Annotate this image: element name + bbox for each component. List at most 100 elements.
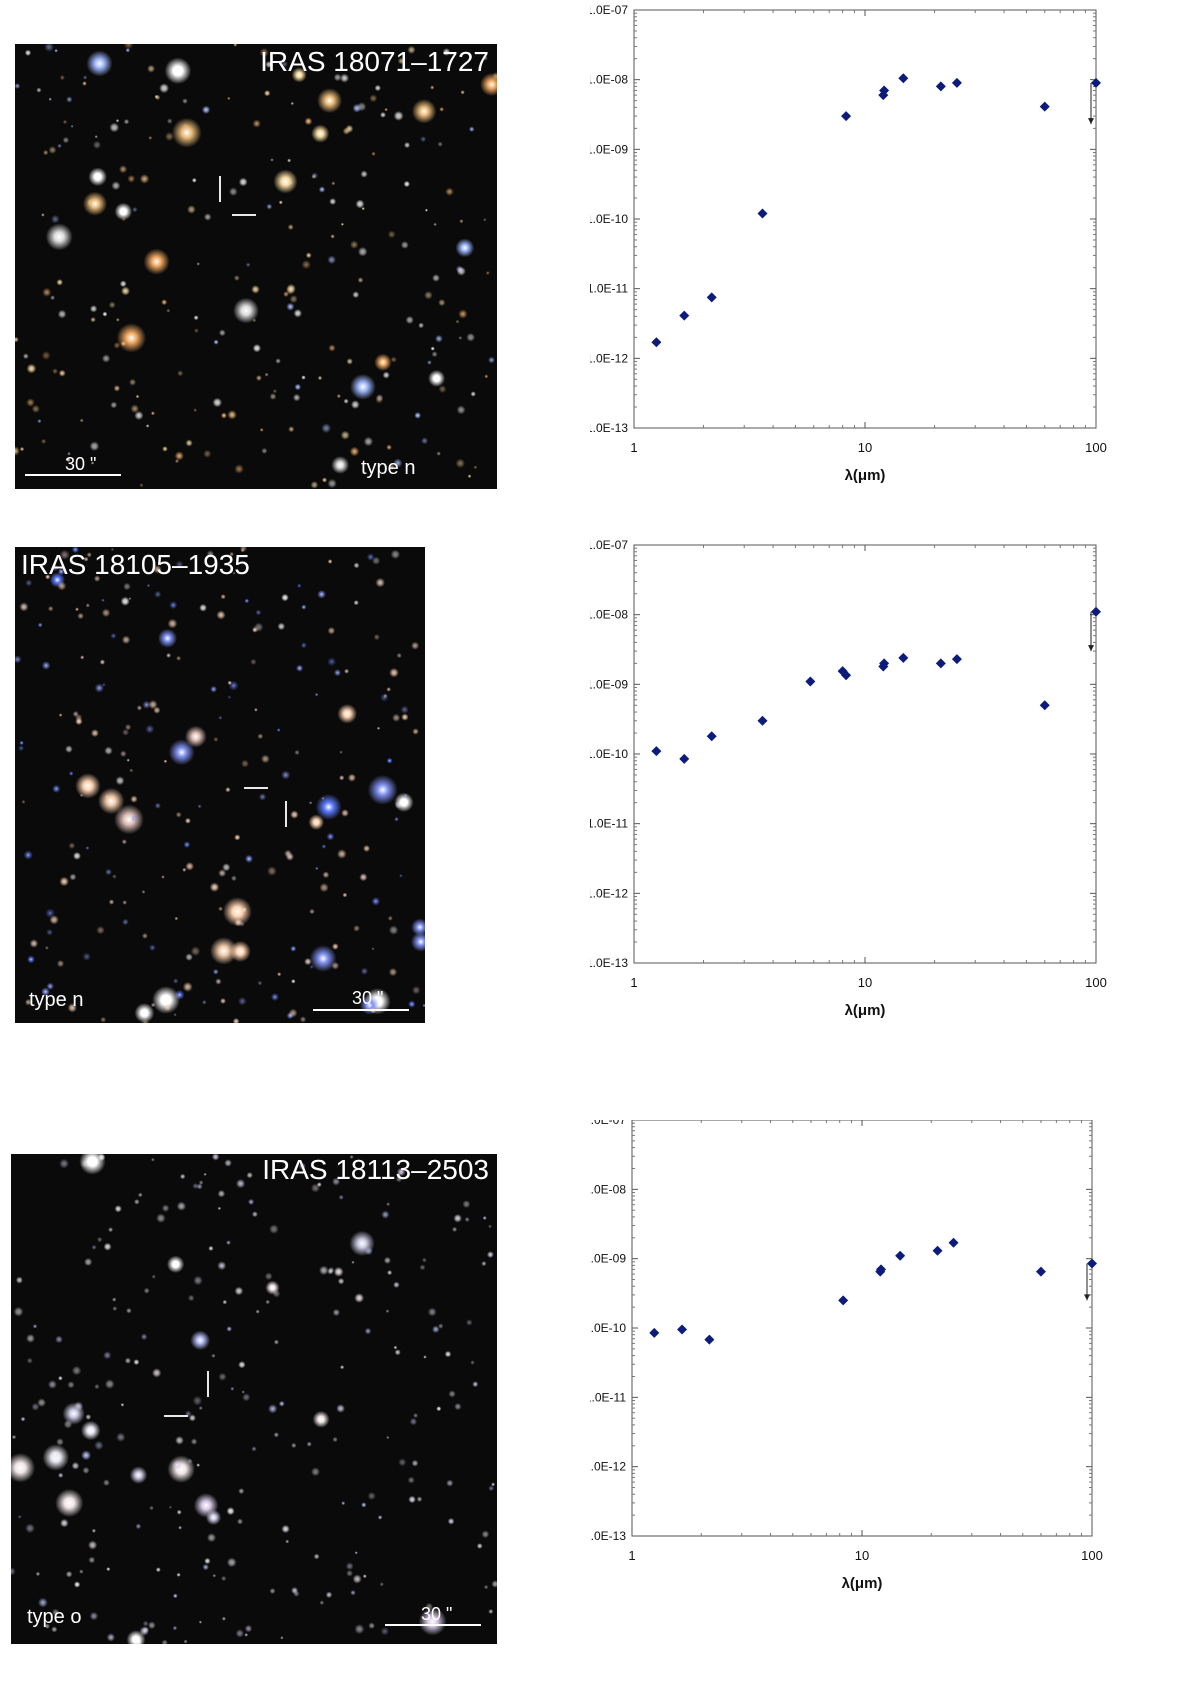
star (388, 925, 399, 935)
star (447, 1517, 455, 1525)
star (67, 1003, 77, 1013)
star (122, 728, 130, 736)
star (231, 875, 237, 882)
star (41, 213, 45, 217)
star (423, 1355, 427, 1359)
star (75, 717, 83, 726)
star (352, 1574, 362, 1584)
star (148, 136, 153, 140)
star (217, 1189, 226, 1198)
data-point (1091, 77, 1101, 88)
data-point (757, 715, 768, 726)
star (222, 1299, 228, 1305)
type-label: type n (29, 989, 84, 1011)
star (438, 1323, 444, 1329)
data-point (1039, 700, 1050, 711)
star (293, 309, 303, 318)
star (37, 622, 43, 628)
star (23, 850, 33, 860)
star (459, 219, 464, 224)
star (11, 1453, 36, 1483)
star (455, 238, 475, 258)
star (273, 1432, 279, 1438)
star (86, 552, 92, 558)
star (344, 668, 350, 674)
star (428, 369, 446, 387)
data-point (841, 670, 852, 681)
star (366, 553, 375, 561)
star (393, 1281, 400, 1289)
star (71, 547, 79, 554)
star (277, 972, 282, 977)
star (319, 1600, 325, 1605)
star (458, 336, 463, 340)
star (80, 1420, 101, 1441)
star (353, 600, 359, 606)
star (123, 119, 130, 125)
star (176, 1201, 187, 1211)
star (173, 1013, 177, 1017)
y-tick-label: 1.0E-08 (590, 1182, 626, 1196)
star (283, 291, 289, 297)
star (67, 1381, 75, 1389)
star (473, 465, 478, 470)
x-tick-label: 1 (628, 1548, 635, 1563)
star (360, 170, 368, 178)
star (235, 1629, 244, 1638)
star (393, 1345, 398, 1350)
star (272, 389, 277, 394)
star (57, 143, 62, 149)
star (119, 165, 128, 174)
star (333, 1266, 344, 1277)
star (105, 868, 112, 876)
star (115, 317, 120, 322)
star (398, 1458, 407, 1467)
star (185, 953, 193, 961)
star (301, 375, 306, 380)
star (491, 1482, 496, 1487)
star (136, 705, 143, 711)
sky-image-3: IRAS 18113–2503 type o 30 " (11, 1154, 497, 1644)
star (354, 1293, 365, 1303)
star (411, 918, 425, 936)
data-point (805, 676, 816, 687)
star (294, 749, 300, 756)
star (400, 241, 409, 249)
star (309, 801, 313, 805)
star (67, 451, 71, 456)
star (137, 1192, 143, 1198)
star-field-3 (11, 1154, 497, 1644)
star (94, 1384, 100, 1390)
star (427, 1307, 437, 1317)
star (46, 982, 54, 990)
star (94, 1440, 104, 1451)
star (336, 1404, 345, 1413)
star (142, 700, 151, 709)
star (51, 564, 59, 572)
star (187, 1458, 193, 1464)
star (488, 356, 495, 364)
target-marker-horizontal (164, 1415, 188, 1417)
star (261, 754, 270, 764)
star (15, 336, 19, 343)
star (167, 618, 178, 629)
star (321, 844, 327, 849)
star (352, 103, 362, 113)
star (193, 315, 199, 321)
star (476, 1543, 483, 1549)
star (58, 1472, 64, 1478)
star (255, 609, 262, 616)
star (486, 1251, 494, 1259)
star (412, 728, 419, 735)
star (212, 1574, 216, 1578)
star (361, 207, 365, 211)
chart-svg-2: 1.0E-13 1.0E-12 1.0E-11 1.0E-10 1.0E-09 1.0E-… (590, 540, 1107, 1019)
star (288, 1008, 298, 1018)
star (19, 446, 25, 452)
star (244, 598, 250, 604)
star (375, 577, 386, 588)
star (403, 180, 410, 188)
data-point (838, 1295, 849, 1306)
star (65, 1570, 73, 1578)
star (31, 404, 40, 413)
